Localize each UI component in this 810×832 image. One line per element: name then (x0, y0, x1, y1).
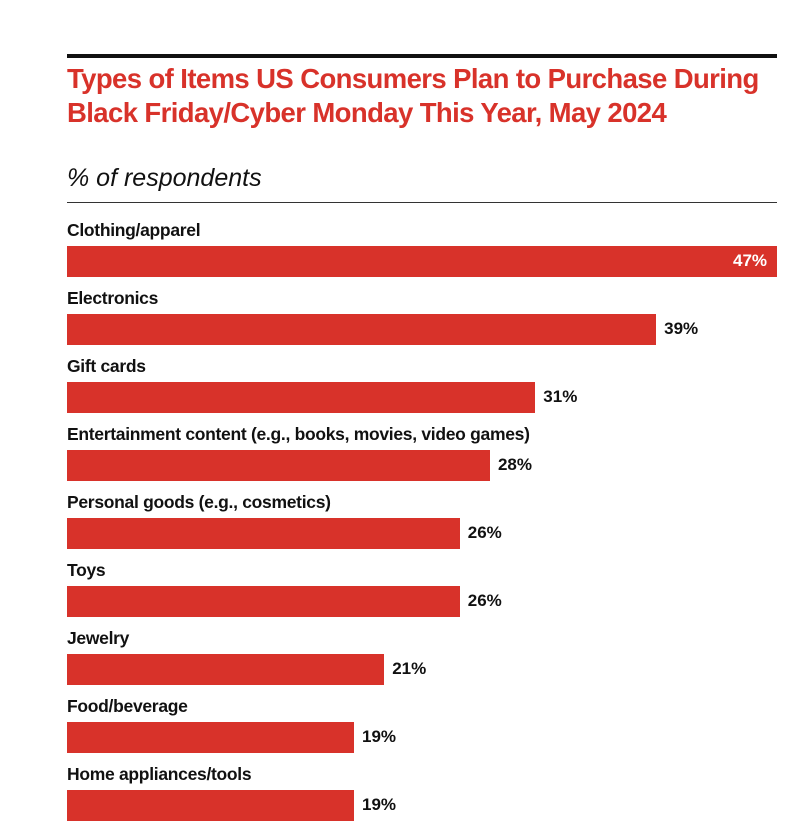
value-label: 26% (467, 591, 502, 610)
category-label: Gift cards (67, 356, 146, 376)
value-label: 47% (733, 251, 768, 270)
chart-subtitle: % of respondents (67, 164, 262, 192)
bar (67, 722, 355, 753)
bar (67, 518, 460, 549)
category-label: Personal goods (e.g., cosmetics) (67, 492, 331, 512)
category-label: Food/beverage (67, 696, 188, 716)
value-label: 28% (497, 455, 532, 474)
value-label: 19% (362, 795, 397, 814)
divider (67, 202, 777, 203)
category-label: Electronics (67, 288, 159, 308)
value-label: 21% (392, 659, 427, 678)
bar (67, 790, 355, 821)
bar (67, 586, 460, 617)
category-label: Entertainment content (e.g., books, movi… (67, 424, 530, 444)
category-label: Toys (67, 560, 106, 580)
top-rule (67, 54, 777, 58)
bar (67, 654, 385, 685)
bar (67, 314, 657, 345)
bar (67, 450, 490, 481)
value-label: 19% (362, 727, 397, 746)
bar (67, 382, 536, 413)
chart-title: Types of Items US Consumers Plan to Purc… (67, 63, 759, 128)
bar (67, 246, 777, 277)
value-label: 39% (664, 319, 699, 338)
category-label: Clothing/apparel (67, 220, 201, 240)
value-label: 31% (543, 387, 578, 406)
category-label: Home appliances/tools (67, 764, 252, 784)
value-label: 26% (467, 523, 502, 542)
category-label: Jewelry (67, 628, 130, 648)
